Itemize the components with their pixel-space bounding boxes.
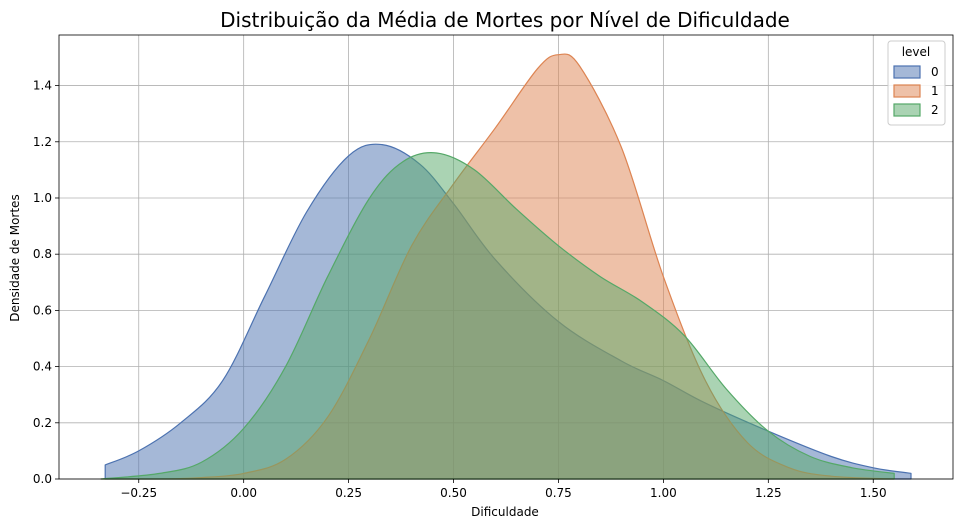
y-axis-label: Densidade de Mortes <box>8 194 22 321</box>
legend-swatch-level-1 <box>893 84 921 98</box>
x-tick-label: −0.25 <box>120 486 157 500</box>
legend-title: level <box>902 45 931 59</box>
y-axis: 0.0 0.2 0.4 0.6 0.8 1.0 1.2 1.4 <box>33 79 59 486</box>
plot-frame <box>58 34 954 480</box>
y-tick-label: 0.0 <box>33 472 52 486</box>
y-tick-label: 0.4 <box>33 360 52 374</box>
y-tick-label: 1.2 <box>33 135 52 149</box>
y-tick-label: 1.0 <box>33 191 52 205</box>
x-tick-label: 0.00 <box>230 486 257 500</box>
x-tick-label: 1.25 <box>755 486 782 500</box>
density-areas <box>100 53 912 480</box>
x-tick-label: 0.25 <box>335 486 362 500</box>
x-axis: −0.25 0.00 0.25 0.50 0.75 1.00 1.25 1.50 <box>120 479 887 500</box>
legend-swatch-level-2 <box>893 103 921 117</box>
density-area-level-2 <box>100 152 895 480</box>
y-tick-label: 0.6 <box>33 303 52 317</box>
x-axis-label: Dificuldade <box>471 505 539 519</box>
legend-swatch-level-0 <box>893 65 921 79</box>
x-tick-label: 1.50 <box>860 486 887 500</box>
legend-label-level-2: 2 <box>931 103 939 117</box>
x-tick-label: 0.50 <box>440 486 467 500</box>
legend-label-level-0: 0 <box>931 65 939 79</box>
y-tick-label: 0.2 <box>33 416 52 430</box>
y-tick-label: 1.4 <box>33 79 52 93</box>
x-tick-label: 0.75 <box>545 486 572 500</box>
legend-label-level-1: 1 <box>931 84 939 98</box>
x-tick-label: 1.00 <box>650 486 677 500</box>
y-tick-label: 0.8 <box>33 247 52 261</box>
chart-title: Distribuição da Média de Mortes por Níve… <box>220 8 790 32</box>
legend: level 0 1 2 <box>887 40 946 126</box>
